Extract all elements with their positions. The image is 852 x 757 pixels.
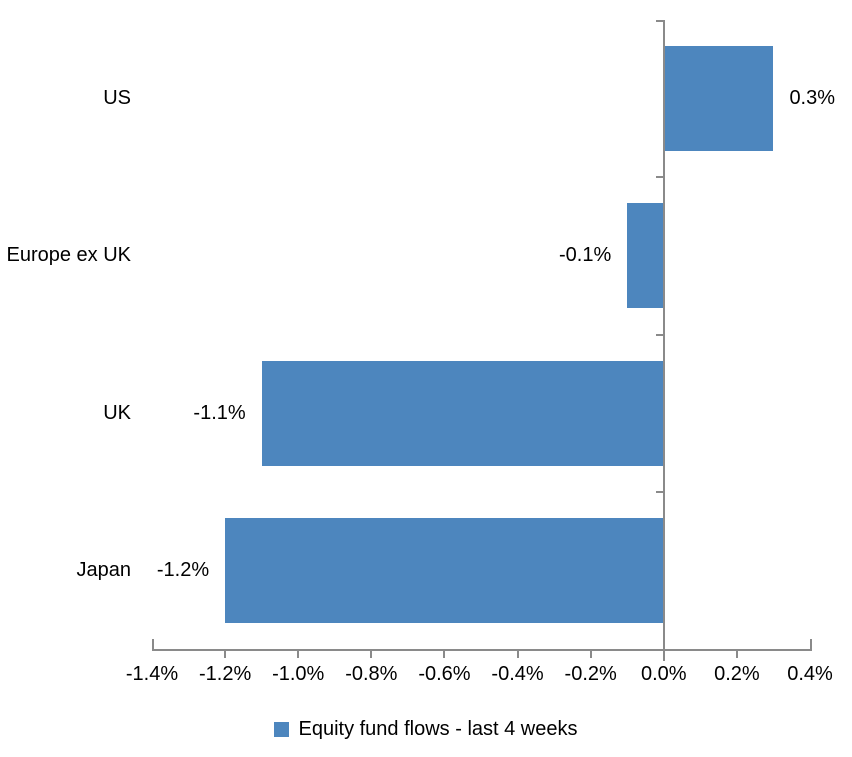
category-label-us: US (103, 87, 131, 109)
x-axis-end-cap-right (810, 639, 812, 649)
category-label-uk: UK (103, 401, 131, 424)
y-axis-tick (655, 20, 663, 22)
x-axis-tick (443, 651, 446, 658)
x-tick-label: -1.4% (125, 663, 179, 685)
category-label-europe-ex-uk: Europe ex UK (6, 244, 131, 267)
x-tick-label: -0.4% (491, 663, 544, 685)
y-axis-tick (655, 176, 663, 179)
bar-japan (225, 517, 664, 623)
bar-uk (261, 360, 664, 466)
bar-us (663, 46, 774, 152)
bar-value-label-us: 0.3% (789, 87, 836, 110)
y-axis-tick (655, 333, 663, 336)
x-tick-label: 0.4% (787, 663, 833, 685)
x-axis-tick (370, 651, 373, 658)
x-axis-tick (516, 651, 519, 658)
x-axis-tick (297, 651, 300, 658)
x-tick-label: -0.2% (564, 663, 617, 685)
x-axis-tick (224, 651, 227, 658)
x-tick-label: -1.2% (198, 663, 252, 685)
bar-value-label-europe-ex-uk: -0.1% (558, 244, 612, 267)
x-axis-line (152, 649, 812, 651)
x-tick-label: 0.2% (714, 663, 760, 685)
legend-swatch-icon (274, 721, 290, 737)
x-axis-end-cap-left (152, 639, 154, 649)
y-axis-tick (655, 490, 663, 493)
x-tick-label: -1.0% (272, 663, 325, 685)
x-tick-label: -0.8% (345, 663, 398, 685)
legend-series-label: Equity fund flows - last 4 weeks (298, 717, 578, 740)
x-tick-label: 0.0% (640, 663, 687, 685)
bar-value-label-japan: -1.2% (156, 558, 210, 581)
x-axis-tick (589, 651, 592, 658)
legend: Equity fund flows - last 4 weeks (0, 714, 852, 744)
x-axis-tick (735, 651, 738, 658)
category-label-japan: Japan (76, 558, 132, 581)
bar-europe-ex-uk (627, 203, 664, 309)
x-tick-label: -0.6% (418, 663, 471, 685)
y-axis-line (662, 20, 665, 661)
bar-value-label-uk: -1.1% (193, 401, 246, 424)
